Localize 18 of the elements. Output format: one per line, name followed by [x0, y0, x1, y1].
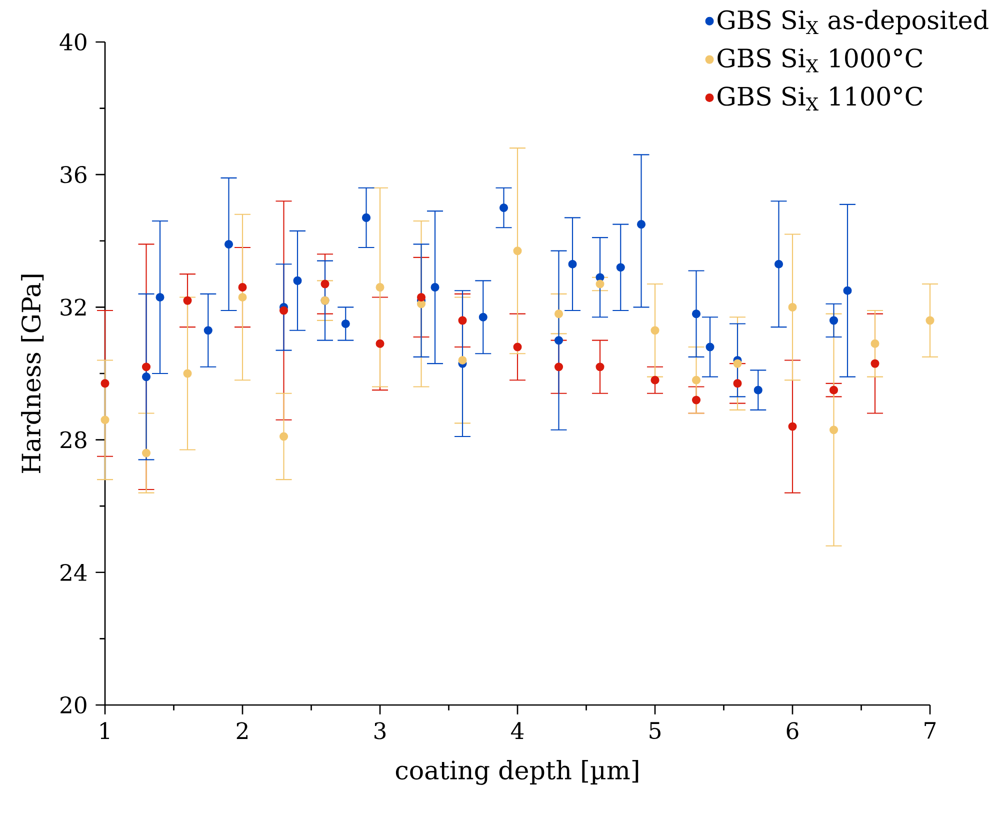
y-tick-label: 32 [60, 298, 86, 316]
y-tick-label: 36 [60, 166, 86, 184]
legend-label: GBS Si$_{X}$ as-deposited [718, 10, 988, 34]
legend-label: GBS Si$_{X}$ 1000°C [718, 48, 922, 72]
x-tick-label: 1 [100, 722, 110, 739]
y-tick-label: 20 [60, 696, 86, 714]
x-tick-label: 5 [650, 722, 660, 739]
legend-label: GBS Si$_{X}$ 1100°C [718, 86, 922, 110]
x-axis-title: coating depth [µm] [396, 760, 638, 785]
y-tick-label: 40 [60, 33, 86, 51]
x-tick-label: 3 [374, 722, 386, 740]
x-tick-label: 7 [924, 722, 936, 739]
y-tick-label: 28 [60, 431, 86, 448]
x-tick-label: 4 [510, 722, 524, 739]
y-axis-title: Hardness [GPa] [21, 274, 44, 474]
x-tick-label: 2 [236, 722, 248, 739]
y-tick-label: 24 [60, 564, 87, 581]
x-tick-label: 6 [786, 722, 798, 740]
